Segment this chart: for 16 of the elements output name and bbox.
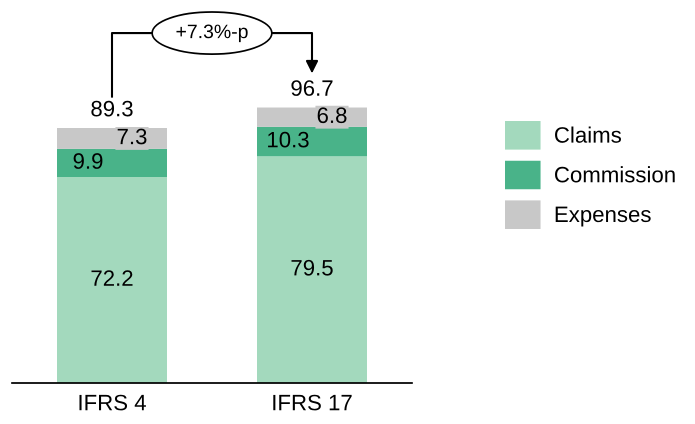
text: +7.3%-p (176, 24, 248, 42)
data-label: 10.3 (268, 132, 309, 148)
total-label: 96.7 (291, 80, 333, 96)
legend-label: Expenses (556, 206, 651, 227)
data-label: 6.8 (318, 107, 346, 124)
bar (57, 177, 167, 383)
legend-label: Commission (555, 166, 675, 182)
x-tick-label: IFRS 4 (79, 394, 146, 410)
total-label: 89.3 (91, 100, 133, 116)
x-tick-label: IFRS 17 (273, 394, 352, 410)
data-label: 72.2 (92, 270, 133, 286)
data-label: 79.5 (292, 260, 333, 276)
data-label: 7.3 (118, 128, 146, 144)
bar (257, 156, 367, 383)
legend-label: Claims (555, 126, 621, 143)
data-label: 9.9 (74, 153, 102, 169)
